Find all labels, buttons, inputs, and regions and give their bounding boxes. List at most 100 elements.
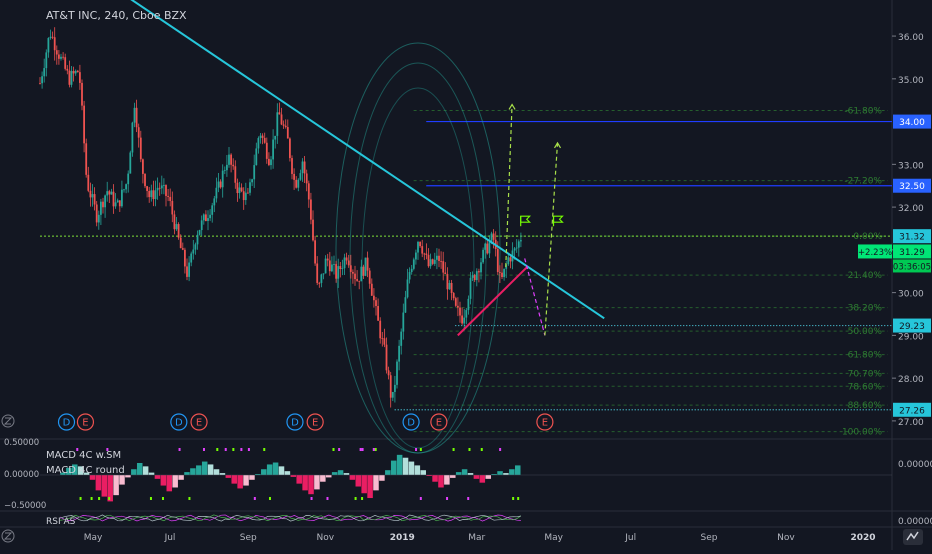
candle-body xyxy=(349,265,352,272)
candle-body xyxy=(364,257,367,276)
earnings-marker[interactable]: E xyxy=(76,413,95,431)
descending-trendline[interactable] xyxy=(109,0,605,320)
macd-histogram-bar xyxy=(60,472,66,475)
candle-body xyxy=(154,190,157,200)
macd-signal-dot xyxy=(90,497,93,500)
macd-signal-dot xyxy=(149,497,152,500)
candle-body xyxy=(217,181,220,188)
rsi-right-value: 0.000000 xyxy=(898,517,932,527)
macd-signal-dot xyxy=(216,448,219,451)
candle-body xyxy=(144,173,146,187)
macd-histogram-bar xyxy=(284,471,291,475)
x-tick-label: Sep xyxy=(700,533,717,543)
projection-path[interactable] xyxy=(505,104,513,267)
macd-histogram-bar xyxy=(461,469,468,475)
hline-price-label-bg xyxy=(893,114,931,129)
candle-body xyxy=(406,279,409,298)
drawings[interactable] xyxy=(109,0,605,337)
svg-text:E: E xyxy=(542,418,548,429)
macd-signal-dot xyxy=(372,448,375,451)
candle-body xyxy=(64,57,67,69)
macd-histogram-bar xyxy=(207,464,214,475)
countdown-bg xyxy=(893,259,931,273)
fib-circle-middle[interactable] xyxy=(349,62,487,454)
candle-body xyxy=(312,219,314,241)
dividend-marker[interactable]: D xyxy=(170,413,188,431)
wedge-support-line[interactable] xyxy=(457,266,528,337)
event-markers[interactable]: D D D DE E E E E xyxy=(57,413,554,431)
macd-tick-label: −0.50000 xyxy=(4,501,46,511)
candle-body xyxy=(492,233,495,240)
tradingview-logo-icon[interactable] xyxy=(903,529,923,545)
dividend-marker[interactable]: D xyxy=(286,413,304,431)
earnings-marker[interactable]: E xyxy=(536,413,554,431)
macd-signal-dot xyxy=(76,448,79,451)
horizontal-lines[interactable] xyxy=(40,120,892,411)
candle-body xyxy=(478,271,480,273)
y-tick-label: 28.00 xyxy=(898,375,924,385)
flag-icon[interactable] xyxy=(520,215,532,227)
macd-histogram-bar xyxy=(497,471,503,475)
candle-body xyxy=(404,297,407,313)
x-tick-label: May xyxy=(544,533,563,543)
candle-body xyxy=(270,159,272,166)
candle-body xyxy=(400,331,403,346)
macd-histogram-bar xyxy=(331,472,338,475)
candle-body xyxy=(104,195,107,208)
candle-body xyxy=(129,152,132,174)
macd-histogram-bar xyxy=(231,475,237,484)
candle-body xyxy=(49,36,52,39)
candle-body xyxy=(333,264,335,265)
candle-body xyxy=(268,158,270,166)
candle-body xyxy=(440,261,443,262)
macd-histogram-bar xyxy=(473,475,480,479)
macd-histogram-bar xyxy=(379,475,385,481)
macd-histogram-bar xyxy=(515,465,521,475)
candle-body xyxy=(345,257,348,261)
macd-histogram-bar xyxy=(390,460,397,475)
scale-settings-icon[interactable] xyxy=(1,414,15,428)
timezone-icon[interactable] xyxy=(1,529,15,543)
earnings-marker[interactable]: E xyxy=(430,413,448,431)
flag-icon[interactable] xyxy=(552,215,564,227)
candle-body xyxy=(242,191,245,201)
macd-signal-dot xyxy=(263,448,266,451)
macd-signal-dot xyxy=(415,448,418,451)
macd-histogram-bar xyxy=(444,475,450,485)
candle-body xyxy=(310,199,312,220)
macd-histogram-bar xyxy=(196,465,202,475)
candle-body xyxy=(234,166,237,183)
macd-signal-dot xyxy=(98,497,101,500)
macd-histogram-bar xyxy=(325,475,332,478)
candle-body xyxy=(198,230,201,235)
macd-histogram-bar xyxy=(314,475,320,490)
macd-name-1: MACD 4C w.SM xyxy=(46,450,121,461)
candle-body xyxy=(362,266,365,276)
candle-body xyxy=(121,189,123,207)
macd-histogram-bar xyxy=(225,475,232,478)
candle-body xyxy=(341,268,344,270)
dividend-marker[interactable]: D xyxy=(402,413,420,431)
candle-body xyxy=(412,259,415,269)
earnings-marker[interactable]: E xyxy=(306,413,324,431)
candle-body xyxy=(261,135,264,138)
macd-signal-dot xyxy=(467,497,470,500)
macd-signal-dot xyxy=(359,448,362,451)
projection-path[interactable] xyxy=(524,258,546,336)
macd-histogram-bar xyxy=(266,464,273,475)
candle-body xyxy=(482,249,485,263)
macd-signal-dot xyxy=(419,497,422,500)
projection-arrowhead xyxy=(508,103,516,110)
candle-body xyxy=(165,185,167,196)
macd-histogram-bar xyxy=(349,475,356,480)
candle-body xyxy=(370,283,373,296)
candle-body xyxy=(421,246,424,254)
time-axis[interactable]: May Jul Sep Nov 2019 Mar May Jul Sep Nov 2020 xyxy=(1,414,923,545)
earnings-marker[interactable]: E xyxy=(190,413,208,431)
x-tick-label: Jul xyxy=(164,533,176,543)
candle-body xyxy=(131,122,134,153)
candle-body xyxy=(219,181,222,188)
svg-text:E: E xyxy=(82,418,88,429)
dividend-marker[interactable]: D xyxy=(57,413,76,431)
